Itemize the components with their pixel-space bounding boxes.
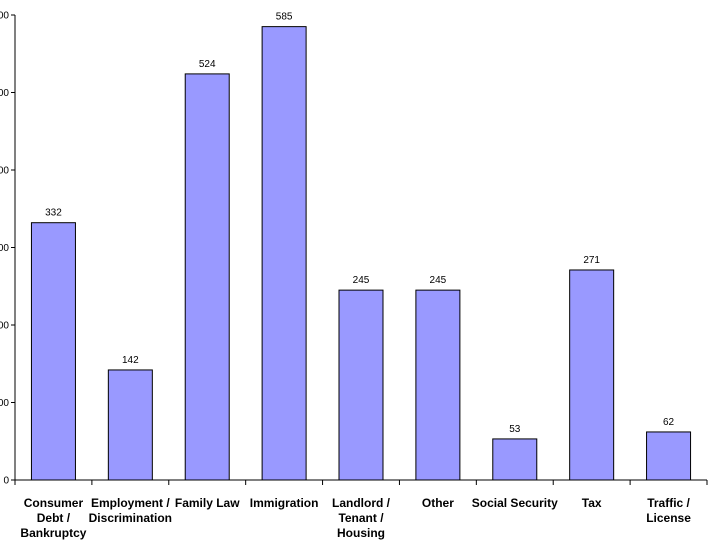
bar-value-label: 53 (509, 424, 521, 435)
x-category-label: Employment / Discrimination (89, 496, 172, 525)
y-tick-label: 300 (0, 243, 9, 254)
bar (492, 438, 538, 481)
x-category-label: Tax (582, 496, 602, 510)
data-labels: 332 142 524 585 245 245 53 271 62 (45, 12, 674, 435)
bar-value-label: 245 (430, 275, 447, 286)
x-category-label-line: Family Law (175, 496, 240, 510)
x-category-label: Traffic / License (646, 496, 691, 525)
x-category-label-line: License (646, 511, 691, 525)
x-category-label-line: Discrimination (89, 511, 172, 525)
x-category-label-line: Landlord / (332, 496, 391, 510)
x-category-label-line: Other (422, 496, 454, 510)
x-category-label: Landlord / Tenant / Housing (332, 496, 391, 540)
x-category-label: Other (422, 496, 454, 510)
bar-value-label: 585 (276, 12, 293, 23)
bar (184, 73, 230, 481)
x-category-label: Social Security (472, 496, 558, 510)
y-tick-label: 100 (0, 398, 9, 409)
x-category-label-line: Debt / (37, 511, 71, 525)
x-category-label-line: Social Security (472, 496, 558, 510)
x-category-label-line: Traffic / (647, 496, 690, 510)
x-category-label-line: Employment / (91, 496, 170, 510)
bar (30, 222, 76, 481)
x-category-label-line: Consumer (24, 496, 84, 510)
bar (569, 269, 615, 481)
x-axis (14, 479, 708, 485)
y-tick-label: 500 (0, 88, 9, 99)
y-tick-label: 0 (3, 476, 9, 487)
bar (338, 289, 384, 481)
x-category-label-line: Bankruptcy (20, 526, 86, 540)
bars (30, 26, 692, 481)
x-category-label-line: Tax (582, 496, 602, 510)
y-tick-label: 600 (0, 11, 9, 22)
y-axis: 0 100 200 300 400 500 600 (0, 11, 16, 487)
x-category-label: Consumer Debt / Bankruptcy (20, 496, 86, 540)
bar (646, 431, 692, 481)
bar (415, 289, 461, 481)
bar (261, 26, 307, 481)
bar-value-label: 245 (353, 275, 370, 286)
y-tick-label: 200 (0, 321, 9, 332)
bar-value-label: 62 (663, 417, 675, 428)
bar-value-label: 271 (583, 255, 600, 266)
x-category-label-line: Housing (337, 526, 385, 540)
bar-value-label: 142 (122, 355, 139, 366)
bar (107, 369, 153, 481)
bar-value-label: 524 (199, 59, 216, 70)
bar-value-label: 332 (45, 208, 62, 219)
y-tick-label: 400 (0, 166, 9, 177)
x-category-label: Family Law (175, 496, 240, 510)
x-category-label-line: Immigration (250, 496, 319, 510)
x-category-label: Immigration (250, 496, 319, 510)
x-category-label-line: Tenant / (338, 511, 384, 525)
